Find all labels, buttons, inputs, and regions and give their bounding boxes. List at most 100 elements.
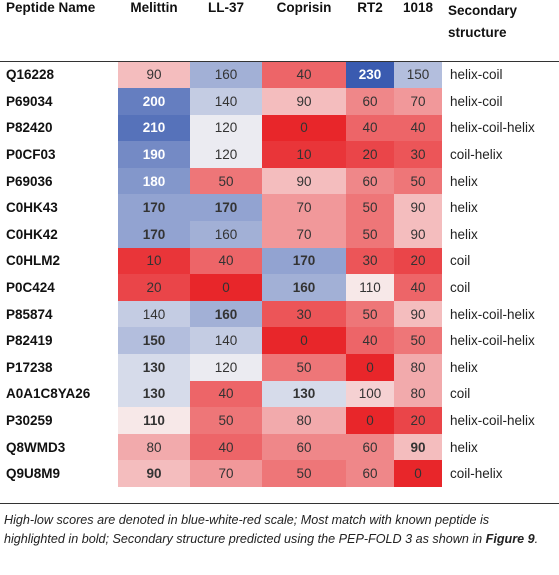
peptide-name-cell: P0C424 — [6, 280, 55, 296]
score-cell: 130 — [118, 354, 190, 381]
score-cell: 120 — [190, 141, 262, 168]
score-cell: 90 — [118, 460, 190, 487]
table-row: P30259 110 50 80 0 20 helix-coil-helix — [0, 407, 559, 434]
table-row: P0CF03 190 120 10 20 30 coil-helix — [0, 141, 559, 168]
score-cell: 90 — [394, 433, 442, 461]
score-cell: 20 — [394, 407, 442, 434]
score-cell: 170 — [118, 221, 190, 248]
score-cell: 50 — [394, 327, 442, 355]
score-cell: 80 — [394, 354, 442, 381]
score-cell: 30 — [262, 300, 346, 328]
score-cell: 40 — [190, 380, 262, 408]
score-cell: 160 — [190, 61, 262, 89]
table-row: P0C424 20 0 160 110 40 coil — [0, 274, 559, 301]
score-cell: 90 — [118, 61, 190, 89]
score-cell: 170 — [262, 247, 346, 275]
score-cell: 50 — [262, 354, 346, 381]
score-cell: 70 — [262, 221, 346, 248]
table-row: P17238 130 120 50 0 80 helix — [0, 354, 559, 381]
header-melittin: Melittin — [130, 0, 178, 15]
score-cell: 200 — [118, 88, 190, 115]
peptide-name-cell: P69034 — [6, 93, 53, 109]
score-cell: 80 — [262, 407, 346, 434]
score-cell: 90 — [394, 194, 442, 222]
score-cell: 50 — [262, 460, 346, 487]
table-row: Q8WMD3 80 40 60 60 90 helix — [0, 433, 559, 461]
secondary-structure-cell: helix-coil — [450, 67, 503, 83]
table-row: P69034 200 140 90 60 70 helix-coil — [0, 88, 559, 115]
score-cell: 0 — [394, 460, 442, 487]
secondary-structure-cell: helix — [450, 173, 478, 189]
score-cell: 40 — [394, 114, 442, 142]
caption-figure-ref: Figure 9 — [485, 532, 535, 546]
peptide-name-cell: P0CF03 — [6, 147, 56, 163]
secondary-structure-cell: helix-coil-helix — [450, 306, 535, 322]
score-cell: 210 — [118, 114, 190, 142]
table-row: P82420 210 120 0 40 40 helix-coil-helix — [0, 114, 559, 142]
peptide-name-cell: P17238 — [6, 359, 53, 375]
score-cell: 50 — [190, 167, 262, 195]
table-body: Q16228 90 160 40 230 150 helix-coil P69034 200 14… — [0, 61, 559, 487]
caption-text: High-low scores are denoted in blue-whit… — [4, 513, 490, 546]
peptide-name-cell: Q8WMD3 — [6, 439, 66, 455]
table-row: A0A1C8YA26 130 40 130 100 80 coil — [0, 380, 559, 408]
bottom-rule — [0, 503, 559, 504]
score-cell: 50 — [346, 221, 394, 248]
score-cell: 80 — [118, 433, 190, 461]
peptide-name-cell: C0HLM2 — [6, 253, 61, 269]
secondary-structure-cell: helix — [450, 359, 478, 375]
header-ll37: LL-37 — [207, 0, 244, 15]
score-cell: 10 — [262, 141, 346, 168]
score-cell: 120 — [190, 114, 262, 142]
secondary-structure-cell: helix-coil-helix — [450, 413, 535, 429]
score-cell: 20 — [118, 274, 190, 301]
score-cell: 60 — [262, 433, 346, 461]
table-row: Q16228 90 160 40 230 150 helix-coil — [0, 61, 559, 89]
peptide-name-cell: C0HK42 — [6, 226, 58, 242]
secondary-structure-cell: coil-helix — [450, 147, 503, 163]
score-cell: 80 — [394, 380, 442, 408]
header-1018: 1018 — [402, 0, 434, 15]
score-cell: 0 — [190, 274, 262, 301]
score-cell: 70 — [262, 194, 346, 222]
score-cell: 190 — [118, 141, 190, 168]
score-cell: 120 — [190, 354, 262, 381]
score-cell: 0 — [262, 327, 346, 355]
score-cell: 160 — [262, 274, 346, 301]
score-cell: 50 — [346, 300, 394, 328]
peptide-name-cell: P82420 — [6, 120, 53, 136]
score-cell: 20 — [346, 141, 394, 168]
header-secondary-structure: Secondary structure — [448, 3, 518, 40]
score-cell: 0 — [346, 407, 394, 434]
peptide-name-cell: Q9U8M9 — [6, 466, 61, 482]
score-cell: 150 — [394, 61, 442, 89]
heatmap-table: Peptide Name Melittin LL-37 Coprisin RT2… — [0, 0, 559, 487]
secondary-structure-cell: coil-helix — [450, 466, 503, 482]
score-cell: 70 — [190, 460, 262, 487]
score-cell: 160 — [190, 300, 262, 328]
score-cell: 50 — [346, 194, 394, 222]
secondary-structure-cell: coil — [450, 386, 471, 402]
secondary-structure-cell: helix — [450, 439, 478, 455]
peptide-name-cell: Q16228 — [6, 67, 55, 83]
score-cell: 60 — [346, 167, 394, 195]
peptide-name-cell: P69036 — [6, 173, 53, 189]
header-coprisin: Coprisin — [276, 0, 332, 15]
score-cell: 40 — [190, 247, 262, 275]
score-cell: 170 — [190, 194, 262, 222]
table-row: P69036 180 50 90 60 50 helix — [0, 167, 559, 195]
score-cell: 110 — [118, 407, 190, 434]
table-caption: High-low scores are denoted in blue-whit… — [4, 511, 552, 549]
secondary-structure-cell: helix-coil-helix — [450, 333, 535, 349]
peptide-name-cell: P82419 — [6, 333, 53, 349]
table-row: C0HK43 170 170 70 50 90 helix — [0, 194, 559, 222]
secondary-structure-cell: helix — [450, 226, 478, 242]
score-cell: 140 — [190, 327, 262, 355]
score-cell: 0 — [346, 354, 394, 381]
score-cell: 110 — [346, 274, 394, 301]
score-cell: 30 — [394, 141, 442, 168]
score-cell: 40 — [262, 61, 346, 89]
score-cell: 20 — [394, 247, 442, 275]
header-peptide-name: Peptide Name — [6, 0, 96, 15]
